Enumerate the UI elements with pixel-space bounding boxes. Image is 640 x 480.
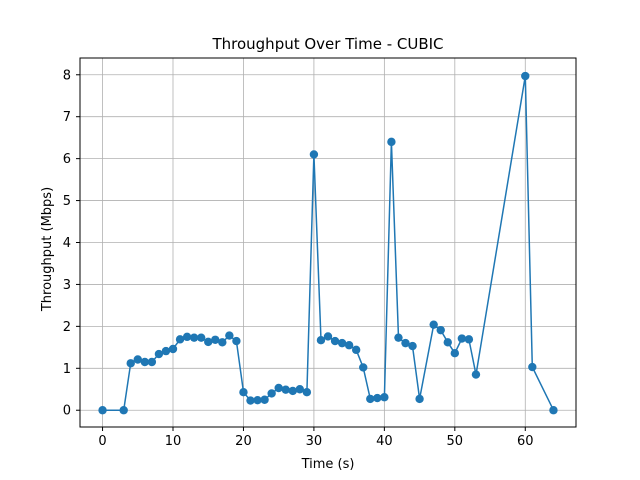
- data-point: [366, 394, 375, 404]
- data-point: [443, 338, 452, 347]
- data-point: [126, 359, 135, 368]
- data-point: [316, 336, 326, 345]
- data-point: [359, 363, 368, 372]
- data-point: [429, 320, 438, 329]
- data-point: [401, 338, 410, 348]
- data-point: [471, 370, 481, 379]
- data-point: [225, 331, 234, 340]
- series-line: [102, 75, 555, 411]
- data-point: [415, 394, 424, 404]
- x-tick-label: 50: [447, 434, 464, 449]
- data-point: [549, 406, 558, 415]
- data-point: [98, 406, 107, 415]
- data-point: [295, 385, 305, 394]
- data-point: [302, 387, 312, 397]
- y-tick-label: 3: [63, 278, 71, 293]
- data-point: [239, 387, 248, 397]
- data-point: [232, 336, 241, 346]
- data-point: [436, 325, 445, 335]
- data-point: [211, 335, 220, 344]
- data-point: [387, 137, 396, 147]
- data-point: [528, 362, 537, 372]
- y-tick-label: 4: [63, 236, 71, 251]
- plot-frame: [79, 57, 577, 428]
- y-tick-label: 2: [63, 320, 71, 335]
- x-tick-label: 0: [98, 434, 106, 449]
- y-tick-label: 1: [63, 362, 71, 377]
- data-point: [119, 406, 128, 415]
- y-axis-ticks: 0 1 2 3 4 5 6 7 8: [63, 68, 80, 419]
- data-point: [175, 335, 185, 344]
- y-tick-label: 6: [63, 152, 71, 167]
- data-point: [133, 355, 142, 364]
- series-points: [98, 71, 558, 415]
- data-point: [260, 395, 269, 404]
- data-point: [521, 71, 530, 81]
- data-point: [330, 336, 340, 346]
- x-axis-ticks: 0 10 20 30 40 50 60: [98, 427, 534, 449]
- data-point: [288, 386, 297, 396]
- y-tick-label: 5: [63, 194, 71, 209]
- x-tick-label: 10: [165, 434, 182, 449]
- data-point: [196, 333, 206, 342]
- grid: [80, 58, 576, 427]
- data-point: [309, 150, 319, 159]
- data-point: [189, 333, 199, 342]
- y-axis-label: Throughput (Mbps): [40, 187, 55, 312]
- data-point: [281, 385, 290, 394]
- data-point: [253, 395, 262, 405]
- data-point: [204, 337, 213, 347]
- data-point: [218, 338, 227, 347]
- data-point: [246, 396, 255, 405]
- chart-title: Throughput Over Time - CUBIC: [211, 35, 443, 53]
- data-point: [457, 334, 467, 343]
- data-point: [351, 345, 361, 355]
- data-point: [380, 393, 389, 402]
- data-point: [140, 357, 150, 367]
- y-tick-label: 0: [63, 404, 71, 419]
- data-point: [450, 349, 460, 358]
- data-point: [267, 389, 276, 398]
- y-tick-label: 8: [63, 68, 71, 83]
- y-tick-label: 7: [63, 110, 71, 125]
- x-tick-label: 60: [517, 434, 534, 449]
- data-point: [274, 383, 283, 393]
- data-point: [344, 341, 354, 350]
- data-point: [154, 349, 164, 359]
- x-tick-label: 40: [376, 434, 393, 449]
- data-point: [337, 338, 347, 348]
- data-point: [161, 346, 171, 356]
- data-point: [464, 335, 474, 344]
- data-point: [147, 357, 157, 367]
- data-point: [394, 333, 403, 342]
- data-point: [168, 344, 178, 354]
- x-axis-label: Time (s): [301, 457, 355, 472]
- data-point: [323, 332, 333, 341]
- x-tick-label: 20: [235, 434, 252, 449]
- data-point: [182, 332, 192, 342]
- data-point: [408, 341, 417, 351]
- x-tick-label: 30: [306, 434, 323, 449]
- data-point: [373, 393, 382, 403]
